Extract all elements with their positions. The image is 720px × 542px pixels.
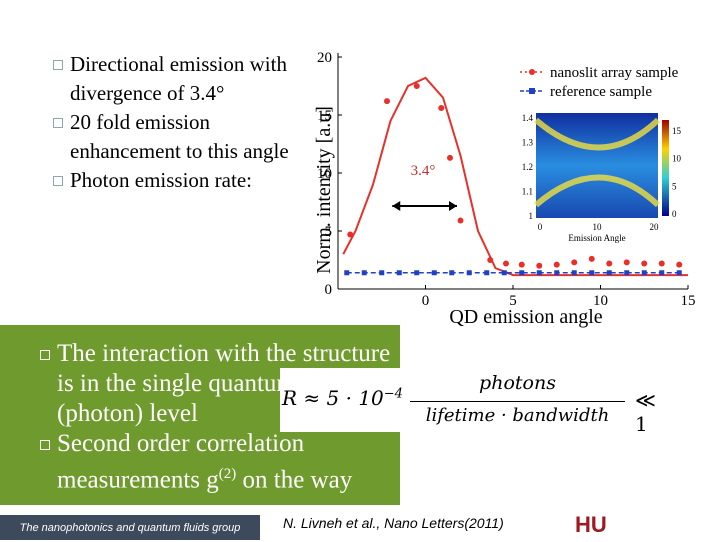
point [658,260,665,267]
point [588,255,595,262]
inset-x-label: 10 [593,222,603,232]
point [487,257,494,263]
point [518,261,525,268]
lhs: R ≈ 5 · 10−4 [282,386,403,410]
arrow-head [392,201,457,211]
y-tick-label: 5 [325,224,333,240]
point [659,270,665,276]
point [676,270,682,276]
x-tick-label: 0 [422,293,430,309]
inset-heatmap [536,113,658,218]
point [623,259,630,266]
rhs: ≪ 1 [635,388,656,436]
point [589,270,595,276]
point [431,270,437,276]
colorbar-label: 15 [672,126,682,136]
fit-line [342,76,688,277]
y-tick-label: 20 [317,50,332,66]
point [503,260,509,267]
annotation: 3.4° [411,163,436,179]
colorbar-label: 5 [672,181,677,191]
sup: (2) [218,466,237,482]
point [384,98,390,105]
point [641,270,647,276]
point [344,270,350,276]
point [447,154,453,161]
bullet: Directional emission with divergence of … [53,50,295,108]
point [361,270,367,276]
text: Second order correlation measurements g [57,430,305,494]
text: on the way [236,466,353,494]
point [554,270,560,276]
footer-group: The nanophotonics and quantum fluids gro… [0,515,260,540]
citation: N. Livneh et al., Nano Letters(2011) [283,515,504,531]
point [606,270,612,276]
top-bullets: Directional emission with divergence of … [53,50,295,195]
numerator: photons [479,372,556,394]
point [501,270,507,276]
colorbar-label: 0 [672,209,677,219]
y-tick-label: 15 [317,108,332,124]
y-tick-label: 10 [317,166,332,182]
bullet: Second order correlation measurements g(… [40,429,392,495]
exp: −4 [383,386,403,402]
point [624,270,630,276]
x-tick-label: 5 [509,293,517,309]
x-axis-label: QD emission angle [449,306,602,328]
inset-x-title: Emission Angle [568,233,625,243]
inset-bands [534,117,661,208]
point [396,270,402,276]
point [449,270,455,276]
legend-marker [529,88,535,94]
point [606,260,613,267]
y-tick-label: 0 [325,282,333,298]
green-box: The interaction with the structure is in… [0,325,400,505]
x-tick-label: 10 [593,293,608,309]
lhs-text: R ≈ 5 · 10 [282,386,384,410]
x-tick-label: 15 [681,293,696,309]
point [379,270,385,276]
bullet: 20 fold emission enhancement to this ang… [53,108,295,166]
point [413,83,420,89]
point [641,260,648,267]
point [676,261,683,268]
colorbar-label: 10 [672,154,682,164]
bullet: Photon emission rate: [53,166,295,195]
point [519,270,525,276]
inset-x-label: 0 [538,222,543,232]
point [484,270,490,276]
point [457,217,464,224]
inset-y-label: 1.2 [522,162,533,172]
y-axis-label: Norm. intensity [a.u] [313,106,335,274]
point [347,231,354,238]
point [438,105,445,112]
legend-label: nanoslit array sample [550,65,679,81]
inset-colorbar [662,120,669,216]
formula: R ≈ 5 · 10−4 photons lifetime · bandwidt… [280,368,656,436]
point [536,262,543,269]
inset-x-label: 20 [650,222,660,232]
inset-y-label: 1.1 [522,187,533,197]
point [571,270,577,276]
point [414,270,420,276]
logo: HU [575,512,607,537]
inset-y-label: 1.3 [522,138,534,148]
denominator: lifetime · bandwidth [425,405,610,426]
inset-y-label: 1 [529,211,534,221]
point [536,270,542,276]
point [466,270,472,276]
point [571,259,578,266]
legend-marker [529,69,535,75]
legend-label: reference sample [550,84,652,100]
point [553,261,560,268]
inset-y-label: 1.4 [522,113,534,123]
